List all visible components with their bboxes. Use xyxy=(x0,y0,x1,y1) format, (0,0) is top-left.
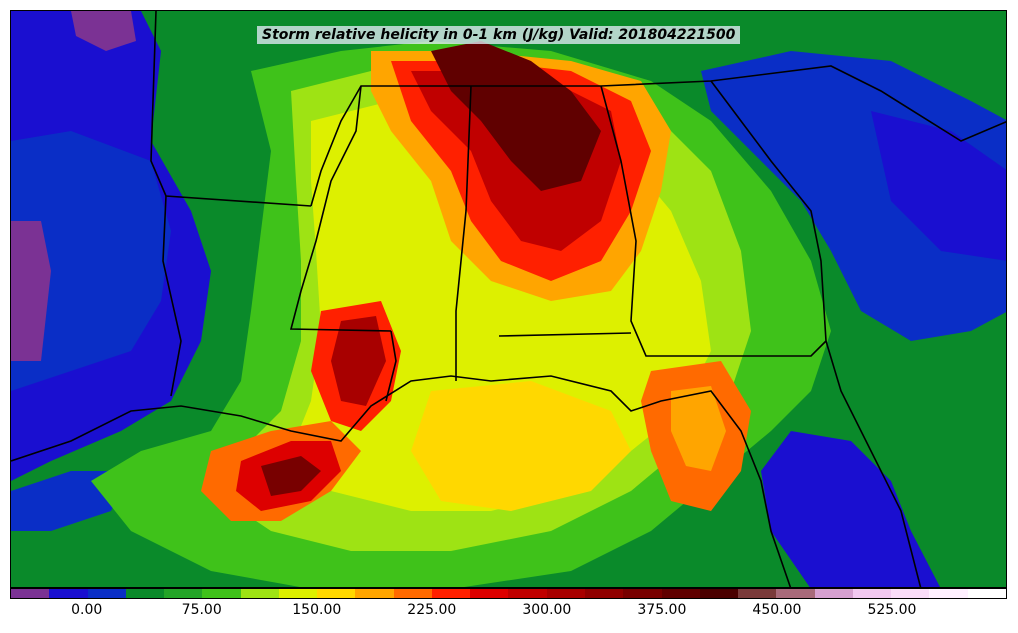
colorbar-tick-label: 225.00 xyxy=(407,602,457,618)
map-panel: Storm relative helicity in 0-1 km (J/kg)… xyxy=(10,10,1007,588)
colorbar-tick-label: 300.00 xyxy=(522,602,572,618)
high-helicity-regions xyxy=(201,41,751,521)
colorbar-segment xyxy=(814,589,853,598)
colorbar-segment xyxy=(929,589,968,598)
colorbar-tick-label: 450.00 xyxy=(752,602,802,618)
colorbar-segment xyxy=(87,589,126,598)
colorbar-segment xyxy=(164,589,203,598)
colorbar-segment xyxy=(967,589,1006,598)
colorbar-segment xyxy=(508,589,547,598)
colorbar-tick-label: 0.00 xyxy=(71,602,103,618)
colorbar-segment xyxy=(355,589,394,598)
helicity-map xyxy=(11,11,1006,587)
colorbar-segment xyxy=(546,589,585,598)
colorbar-tick-label: 375.00 xyxy=(637,602,687,618)
colorbar-tick-label: 150.00 xyxy=(292,602,342,618)
colorbar-segment xyxy=(431,589,471,598)
colorbar-segment xyxy=(393,589,432,598)
colorbar-segment xyxy=(738,589,777,598)
colorbar-segment xyxy=(891,589,930,598)
colorbar-segment xyxy=(11,589,50,598)
colorbar-tick-label: 525.00 xyxy=(867,602,917,618)
colorbar-segment xyxy=(317,589,356,598)
colorbar-segment xyxy=(202,589,241,598)
map-title: Storm relative helicity in 0-1 km (J/kg)… xyxy=(257,26,741,44)
colorbar-segment xyxy=(278,589,318,598)
colorbar-labels: 0.00 75.00 150.00 225.00 300.00 375.00 450.00 5… xyxy=(10,602,1007,626)
colorbar-segment xyxy=(699,589,739,598)
colorbar-segment xyxy=(49,589,88,598)
colorbar-segment xyxy=(623,589,662,598)
low-helicity-regions xyxy=(11,11,1006,587)
colorbar-segment xyxy=(470,589,509,598)
colorbar-segment xyxy=(852,589,892,598)
state-boundaries xyxy=(11,11,1006,587)
colorbar-segment xyxy=(240,589,279,598)
colorbar-tick-label: 75.00 xyxy=(181,602,222,618)
colorbar-segment xyxy=(776,589,815,598)
colorbar-segment xyxy=(661,589,700,598)
colorbar-segment xyxy=(584,589,624,598)
colorbar-segment xyxy=(125,589,165,598)
colorbar xyxy=(10,588,1007,599)
